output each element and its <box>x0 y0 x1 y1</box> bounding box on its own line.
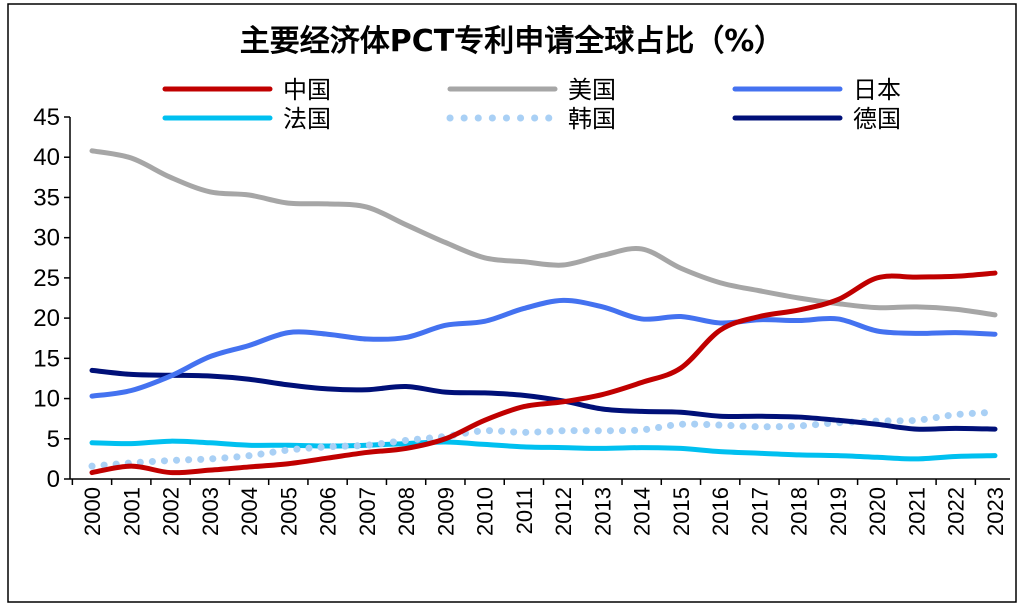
x-tick-label: 2004 <box>237 487 262 536</box>
legend-label-4: 韩国 <box>568 105 616 133</box>
y-tick-label: 20 <box>33 305 60 332</box>
series-line-3 <box>89 438 998 462</box>
y-tick-label: 30 <box>33 225 60 252</box>
chart-frame <box>7 3 1017 603</box>
x-tick-label: 2020 <box>865 487 890 536</box>
x-tick-label: 2021 <box>904 487 929 536</box>
x-tick-label: 2011 <box>512 487 537 534</box>
x-tick-label: 2007 <box>355 487 380 536</box>
x-tick-label: 2014 <box>630 487 655 536</box>
y-tick-label: 25 <box>33 265 60 292</box>
x-tick-label: 2015 <box>669 487 694 536</box>
x-tick-label: 2018 <box>787 487 812 536</box>
x-tick-label: 2001 <box>119 487 144 536</box>
x-tick-label: 2019 <box>826 487 851 536</box>
series-line-1 <box>89 148 998 318</box>
series-line-5 <box>89 367 998 432</box>
legend-label-3: 法国 <box>283 105 331 133</box>
y-tick-label: 10 <box>33 386 60 413</box>
x-tick-label: 2008 <box>394 487 419 536</box>
y-tick-label: 15 <box>33 345 60 372</box>
x-tick-label: 2005 <box>276 487 301 536</box>
x-tick-label: 2002 <box>159 487 184 536</box>
series-line-0 <box>89 270 998 476</box>
chart-title: 主要经济体PCT专利申请全球占比（%） <box>239 24 785 59</box>
x-tick-label: 2022 <box>944 487 969 536</box>
x-tick-label: 2017 <box>747 487 772 536</box>
x-tick-label: 2013 <box>590 487 615 536</box>
x-tick-label: 2010 <box>473 487 498 536</box>
x-tick-label: 2012 <box>551 487 576 536</box>
y-tick-label: 0 <box>47 466 60 493</box>
x-tick-label: 2009 <box>433 487 458 536</box>
legend-label-5: 德国 <box>853 105 901 133</box>
y-tick-label: 35 <box>33 184 60 211</box>
x-tick-label: 2006 <box>316 487 341 536</box>
y-tick-label: 5 <box>47 426 60 453</box>
y-tick-label: 45 <box>33 104 60 131</box>
y-tick-label: 40 <box>33 144 60 171</box>
legend-label-2: 日本 <box>853 76 901 104</box>
legend-label-0: 中国 <box>283 76 331 104</box>
x-tick-label: 2000 <box>80 487 105 536</box>
series-line-2 <box>89 297 998 399</box>
x-tick-label: 2016 <box>708 487 733 536</box>
x-tick-label: 2023 <box>983 487 1008 536</box>
legend-label-1: 美国 <box>568 76 616 104</box>
x-tick-label: 2003 <box>198 487 223 536</box>
